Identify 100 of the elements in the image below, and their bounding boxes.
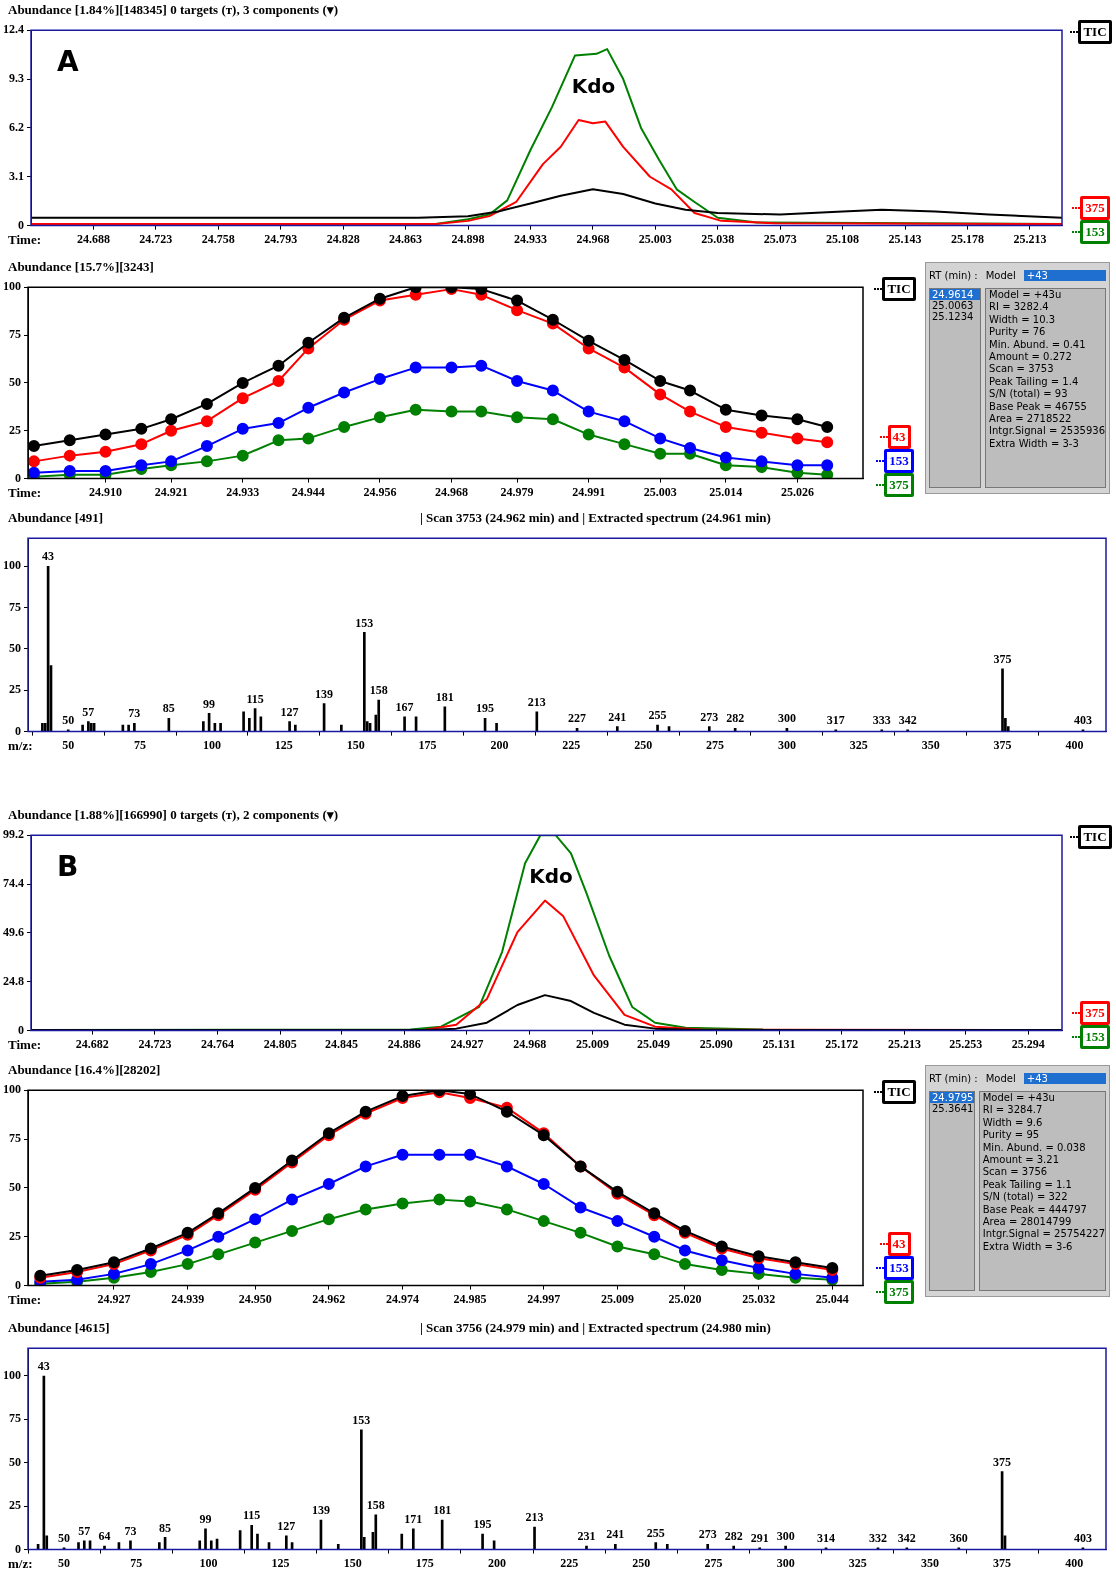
text: Width = 9.6 <box>982 1116 1044 1130</box>
x-tick-label: 250 <box>632 1555 651 1570</box>
annotation: 181 <box>433 1503 452 1518</box>
x-tick-label: 350 <box>920 1555 939 1570</box>
x-tick-label: 25.020 <box>668 1291 702 1306</box>
annotation: 241 <box>608 709 627 724</box>
legend-label: TIC <box>882 277 916 301</box>
x-tick-label: 25.143 <box>888 231 922 246</box>
text: Peak Tailing = 1.4 <box>989 375 1080 389</box>
annotation: 73 <box>124 1524 137 1539</box>
annotation: 158 <box>369 683 388 698</box>
annotation: 153 <box>352 1412 371 1427</box>
x-tick-label: 24.997 <box>527 1291 561 1306</box>
x-tick-label: 24.845 <box>325 1036 359 1051</box>
text: Peak Tailing = 1.1 <box>982 1178 1073 1192</box>
x-tick-label: 25.032 <box>742 1291 776 1306</box>
x-tick-label: 350 <box>921 737 940 752</box>
annotation: 167 <box>395 699 414 714</box>
x-tick-label: 200 <box>488 1555 507 1570</box>
annotation: 291 <box>750 1530 769 1545</box>
annotation: 375 <box>993 1454 1012 1469</box>
y-tick-label: 0 <box>18 1022 24 1037</box>
x-tick-label: 25.009 <box>575 1036 609 1051</box>
x-tick-label: 250 <box>634 737 653 752</box>
annotation: 115 <box>243 1508 261 1523</box>
y-tick-label: 25 <box>9 1498 21 1513</box>
chart-title: Abundance [15.7%][3243] <box>8 259 154 275</box>
annotation: 127 <box>277 1518 296 1533</box>
x-tick-label: 24.950 <box>238 1291 272 1306</box>
annotation: 158 <box>366 1497 385 1512</box>
annotation: 314 <box>817 1530 836 1545</box>
x-tick-label: 24.805 <box>263 1036 297 1051</box>
text: RI = 3282.4 <box>989 301 1050 314</box>
text: Intgr.Signal = 25754227 <box>982 1228 1105 1241</box>
chart-subtitle: | Scan 3756 (24.979 min) and | Extracted spectrum (24.980 min) <box>420 1320 771 1336</box>
x-tick-label: 25.049 <box>637 1036 671 1051</box>
annotation: 99 <box>199 1511 212 1526</box>
annotation: 273 <box>700 709 719 724</box>
x-tick-label: 75 <box>130 1555 143 1570</box>
x-tick-label: 25.073 <box>763 231 797 246</box>
x-tick-label: 325 <box>848 1555 867 1570</box>
y-tick-label: 99.2 <box>3 827 24 842</box>
annotation: 153 <box>355 615 374 630</box>
x-tick-label: 24.723 <box>138 1036 172 1051</box>
x-tick-label: 24.991 <box>572 484 606 499</box>
x-tick-label: 24.863 <box>389 231 423 246</box>
annotation: 227 <box>568 711 587 726</box>
x-tick-label: 24.944 <box>291 484 325 499</box>
annotation: 43 <box>42 549 55 564</box>
annotation: 282 <box>724 1529 743 1544</box>
x-tick-label: 24.682 <box>75 1036 109 1051</box>
y-tick-label: 49.6 <box>3 924 24 939</box>
y-tick-label: 50 <box>9 374 21 389</box>
annotation: 273 <box>698 1527 717 1542</box>
x-tick-label: 24.927 <box>450 1036 484 1051</box>
text: Model = +43u <box>982 1092 1056 1105</box>
annotation: Kdo <box>529 864 573 889</box>
text: +43 <box>1023 1072 1106 1084</box>
y-tick-label: 0 <box>18 217 24 232</box>
x-tick-label: 24.898 <box>451 231 485 246</box>
y-tick-label: 50 <box>9 641 21 656</box>
annotation: 231 <box>577 1529 596 1544</box>
x-tick-label: 375 <box>993 737 1012 752</box>
y-tick-label: 100 <box>3 279 21 294</box>
x-tick-label: 24.927 <box>97 1291 131 1306</box>
annotation: 115 <box>246 691 264 706</box>
legend-label: 375 <box>1080 1001 1110 1025</box>
x-tick-label: 24.764 <box>201 1036 235 1051</box>
y-tick-label: 25 <box>9 1228 21 1243</box>
x-tick-label: 25.253 <box>949 1036 983 1051</box>
legend-label: 153 <box>1080 220 1110 244</box>
text: Area = 28014799 <box>982 1216 1073 1229</box>
text: RT (min) : <box>929 269 978 281</box>
x-tick-label: 50 <box>58 1555 71 1570</box>
x-tick-label: 25.213 <box>887 1036 921 1051</box>
legend-label: TIC <box>1078 20 1112 44</box>
x-tick-label: 325 <box>849 737 868 752</box>
annotation: 50 <box>62 713 75 728</box>
x-tick-label: 100 <box>202 737 221 752</box>
x-tick-label: 25.044 <box>815 1291 849 1306</box>
x-tick-label: 24.758 <box>201 231 235 246</box>
y-tick-label: 24.8 <box>3 973 24 988</box>
legend-label: 153 <box>1080 1025 1110 1049</box>
annotation: 403 <box>1073 1530 1092 1545</box>
annotation: 50 <box>58 1530 71 1545</box>
text: Purity = 95 <box>982 1129 1041 1142</box>
annotation: 213 <box>525 1510 544 1525</box>
annotation: 73 <box>128 706 141 721</box>
annotation: 85 <box>159 1520 172 1535</box>
x-axis-title: m/z: <box>8 738 33 754</box>
x-tick-label: 375 <box>993 1555 1012 1570</box>
text: Base Peak = 46755 <box>989 400 1088 414</box>
text: Model = +43u <box>989 289 1063 302</box>
legend-label: TIC <box>1078 825 1112 849</box>
x-tick-label: 25.172 <box>825 1036 859 1051</box>
annotation: 333 <box>872 713 891 728</box>
annotation: 139 <box>315 686 334 701</box>
annotation: 195 <box>473 1517 492 1532</box>
x-tick-label: 24.921 <box>154 484 188 499</box>
x-tick-label: 225 <box>562 737 581 752</box>
